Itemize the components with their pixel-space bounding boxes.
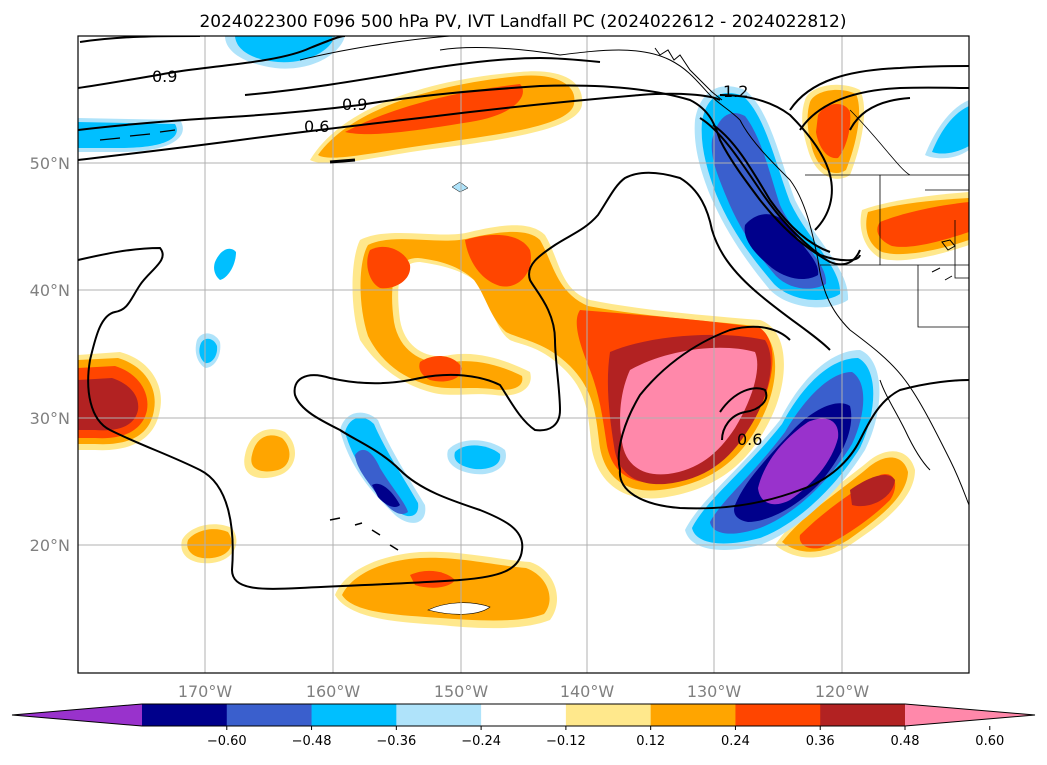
contour-1-2-arc (719, 94, 833, 231)
colorbar-tick-label: 0.36 (806, 734, 835, 749)
colorbar-segment (481, 704, 567, 726)
lon-label-120w: 120°W (815, 682, 870, 701)
graticule (78, 36, 969, 673)
contour-label-3: 0.6 (304, 117, 329, 136)
colorbar-segment (396, 704, 482, 726)
longitude-labels: 170°W 160°W 150°W 140°W 130°W 120°W (178, 682, 870, 701)
colorbar-tick-label: 0.48 (891, 734, 920, 749)
negative-anomaly-se-purple (758, 418, 839, 505)
contour-ne-lower (799, 86, 969, 131)
contour-ne-upper (789, 65, 969, 111)
baja-california (879, 379, 931, 471)
map-frame (77, 35, 970, 674)
negative-anomaly-small-4 (451, 181, 469, 193)
contour-1-2-coast-a (699, 117, 861, 262)
great-lakes (931, 239, 956, 281)
negative-anomaly-ne-corner-core (932, 106, 969, 154)
contour-ne-inner (849, 97, 911, 131)
positive-anomaly-central-west-spot (367, 246, 411, 289)
contour-0-6-south (618, 379, 969, 510)
contour-0-6-north (78, 84, 861, 266)
colorbar-extend-max (905, 704, 1035, 726)
colorbar-segment (650, 704, 736, 726)
contour-label-1: 0.9 (152, 67, 177, 86)
colorbar-tick-label: −0.12 (546, 734, 586, 749)
lat-label-30n: 30°N (30, 409, 70, 428)
colorbar-tick-label: −0.36 (376, 734, 416, 749)
negative-anomaly-small-3 (214, 248, 236, 280)
lon-label-160w: 160°W (306, 682, 361, 701)
positive-anomaly-central-north-spot (465, 234, 531, 287)
contour-subtropical (617, 325, 791, 471)
negative-anomaly-small-1-core (454, 445, 501, 470)
contour-labels: 0.9 0.9 0.6 1.2 0.6 (152, 67, 762, 449)
colorbar-tick-label: −0.60 (207, 734, 247, 749)
north-america-west-coast (739, 119, 969, 506)
colorbar-segment (735, 704, 821, 726)
negative-anomaly-central-cyan (345, 417, 419, 517)
lon-label-170w: 170°W (178, 682, 233, 701)
negative-anomaly-nw-core (235, 36, 335, 63)
colorbar-tick-label: 0.24 (721, 734, 750, 749)
alaska-coast-west (299, 36, 451, 61)
aleutian-islands (99, 129, 176, 141)
positive-anomaly-west-dark (78, 378, 139, 431)
lat-label-20n: 20°N (30, 536, 70, 555)
aleutian-island-east (329, 158, 356, 164)
contour-0-9-middle (78, 92, 721, 161)
positive-anomaly-south-red (410, 570, 455, 588)
map-panel: 0.9 0.9 0.6 1.2 0.6 (77, 35, 970, 674)
colorbar-tick-label: −0.48 (292, 734, 332, 749)
positive-anomaly-east-red (877, 202, 969, 247)
colorbar-segment (226, 704, 313, 726)
colorbar-tick-label: 0.60 (975, 734, 1004, 749)
borders (805, 109, 969, 328)
positive-anomaly-small-2-core (187, 529, 232, 559)
alaska-panhandle (654, 47, 723, 101)
hawaiian-islands (329, 517, 399, 551)
contour-label-2: 0.9 (342, 95, 367, 114)
contour-0-9-north (78, 36, 346, 89)
positive-anomaly-small-1-core (251, 435, 290, 472)
contour-label-4: 1.2 (723, 82, 748, 101)
colorbar-extend-min (12, 704, 142, 726)
south-band-hole (427, 602, 491, 615)
colorbar-segment (311, 704, 397, 726)
colorbar-outline (11, 703, 1036, 727)
colorbar-segment (142, 704, 228, 726)
negative-anomaly-small-2-core (199, 338, 218, 364)
lon-label-130w: 130°W (687, 682, 742, 701)
colorbar-segment (820, 704, 906, 726)
coastlines (99, 36, 969, 551)
negative-anomaly-central-dark (372, 483, 400, 508)
figure-title: 2024022300 F096 500 hPa PV, IVT Landfall… (199, 12, 846, 32)
contour-1-2-coast-b (712, 124, 831, 253)
colorbar-tick-label: −0.24 (461, 734, 501, 749)
colorbar-tick-label: 0.12 (636, 734, 665, 749)
contour-0-9-upper (244, 56, 601, 96)
contour-label-5: 0.6 (737, 430, 762, 449)
ivt-contours (78, 36, 969, 590)
contour-0-6-low (719, 387, 768, 441)
negative-anomaly-coastal-dark (744, 214, 819, 280)
lat-label-40n: 40°N (30, 281, 70, 300)
lon-label-140w: 140°W (560, 682, 615, 701)
alaska-coast-south (439, 47, 741, 121)
colorbar-segment (565, 704, 652, 726)
colorbar: −0.60 −0.48 −0.36 −0.24 −0.12 0.12 0.24 0.36 0.4… (11, 703, 1036, 749)
negative-anomaly-west-edge-core (78, 122, 177, 148)
latitude-labels: 50°N 40°N 30°N 20°N (30, 154, 70, 555)
lon-label-150w: 150°W (434, 682, 489, 701)
contour-0-6-central (78, 171, 831, 590)
positive-anomaly-se-dark (850, 475, 895, 507)
lat-label-50n: 50°N (30, 154, 70, 173)
